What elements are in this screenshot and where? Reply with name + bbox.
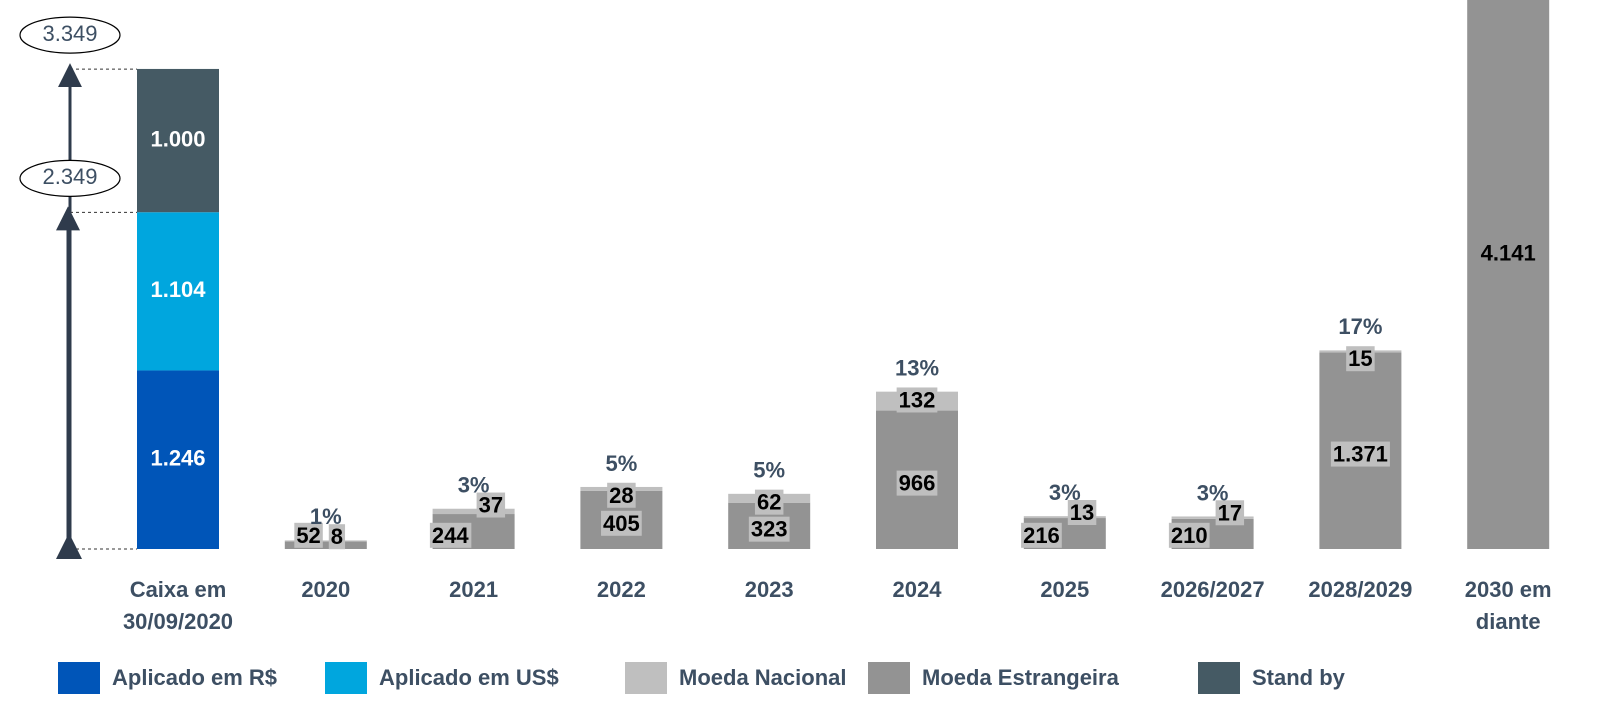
x-tick-label: Caixa em 30/09/2020 <box>122 577 234 634</box>
segment-label: 52 <box>296 523 320 548</box>
bar-segment <box>1467 0 1550 549</box>
segment-label: 17 <box>1218 500 1242 525</box>
segment-label: 244 <box>432 523 469 548</box>
bar-segment <box>137 212 219 371</box>
segment-label-box <box>1067 499 1097 525</box>
bar-segment <box>284 541 367 549</box>
segment-label-box <box>754 489 784 515</box>
segment-label: 8 <box>331 524 343 549</box>
segment-label: 28 <box>609 483 633 508</box>
legend-swatch <box>1198 662 1240 694</box>
bar-segment <box>1023 516 1106 519</box>
segment-label: 1.246 <box>150 446 205 471</box>
segment-label-box <box>429 522 472 548</box>
bar-segment <box>432 508 515 515</box>
segment-label-box <box>896 470 938 496</box>
bar-segment <box>137 68 219 213</box>
share-label: 1% <box>310 504 342 529</box>
legend-label: Aplicado em US$ <box>379 665 559 690</box>
x-tick-label: 2028/2029 <box>1308 577 1413 602</box>
segment-label: 1.104 <box>150 277 206 302</box>
segment-label: 13 <box>1070 500 1094 525</box>
segment-label: 4.141 <box>1481 240 1536 265</box>
legend-label: Aplicado em R$ <box>112 665 277 690</box>
legend-label: Moeda Nacional <box>679 665 846 690</box>
segment-label: 132 <box>899 387 936 412</box>
segment-label-box <box>1215 500 1245 526</box>
segment-label-box <box>294 522 323 548</box>
total-label: 3.349 <box>42 21 97 46</box>
legend-swatch <box>868 662 910 694</box>
segment-label: 405 <box>603 511 640 536</box>
segment-label: 37 <box>479 493 503 518</box>
total-label: 2.349 <box>42 164 97 189</box>
segment-label: 1.371 <box>1333 442 1388 467</box>
x-tick-label: 2021 <box>449 577 499 602</box>
legend-swatch <box>58 662 100 694</box>
legend-swatch <box>625 662 667 694</box>
segment-label-box <box>748 516 790 542</box>
share-label: 5% <box>753 458 785 483</box>
segment-label-box <box>896 387 938 413</box>
segment-label: 323 <box>751 517 788 542</box>
share-label: 13% <box>895 355 939 380</box>
segment-label: 15 <box>1348 346 1372 371</box>
segment-label-box <box>1346 346 1375 372</box>
segment-label-box <box>1168 522 1210 548</box>
legend-label: Stand by <box>1252 665 1346 690</box>
segment-label: 62 <box>757 490 781 515</box>
bar-segment <box>137 370 219 549</box>
legend-swatch <box>325 662 367 694</box>
segment-label: 216 <box>1023 523 1060 548</box>
segment-label-box <box>476 492 506 518</box>
x-tick-label: 2023 <box>744 577 794 602</box>
bar-segment <box>284 540 367 542</box>
total-bubble <box>19 16 121 54</box>
x-tick-label: 2024 <box>892 577 942 602</box>
x-tick-label: 2026/2027 <box>1160 577 1265 602</box>
share-label: 3% <box>458 473 490 498</box>
share-label: 3% <box>1049 480 1081 505</box>
segment-label-box <box>1021 522 1062 548</box>
segment-label-box <box>328 524 346 550</box>
bar-segment <box>1171 516 1254 519</box>
share-label: 3% <box>1197 480 1229 505</box>
segment-label-box <box>607 482 636 508</box>
segment-label-box <box>601 510 642 536</box>
share-label: 17% <box>1338 314 1382 339</box>
legend-label: Moeda Estrangeira <box>922 665 1120 690</box>
total-bubble <box>19 159 121 197</box>
segment-label: 966 <box>899 471 936 496</box>
x-tick-label: 2022 <box>596 577 646 602</box>
share-label: 5% <box>606 451 638 476</box>
x-tick-label: 2030 em diante <box>1464 577 1552 634</box>
x-tick-label: 2025 <box>1040 577 1090 602</box>
segment-label: 210 <box>1171 523 1208 548</box>
x-tick-label: 2020 <box>301 577 351 602</box>
segment-label: 1.000 <box>150 126 205 151</box>
segment-label-box <box>1330 441 1390 467</box>
